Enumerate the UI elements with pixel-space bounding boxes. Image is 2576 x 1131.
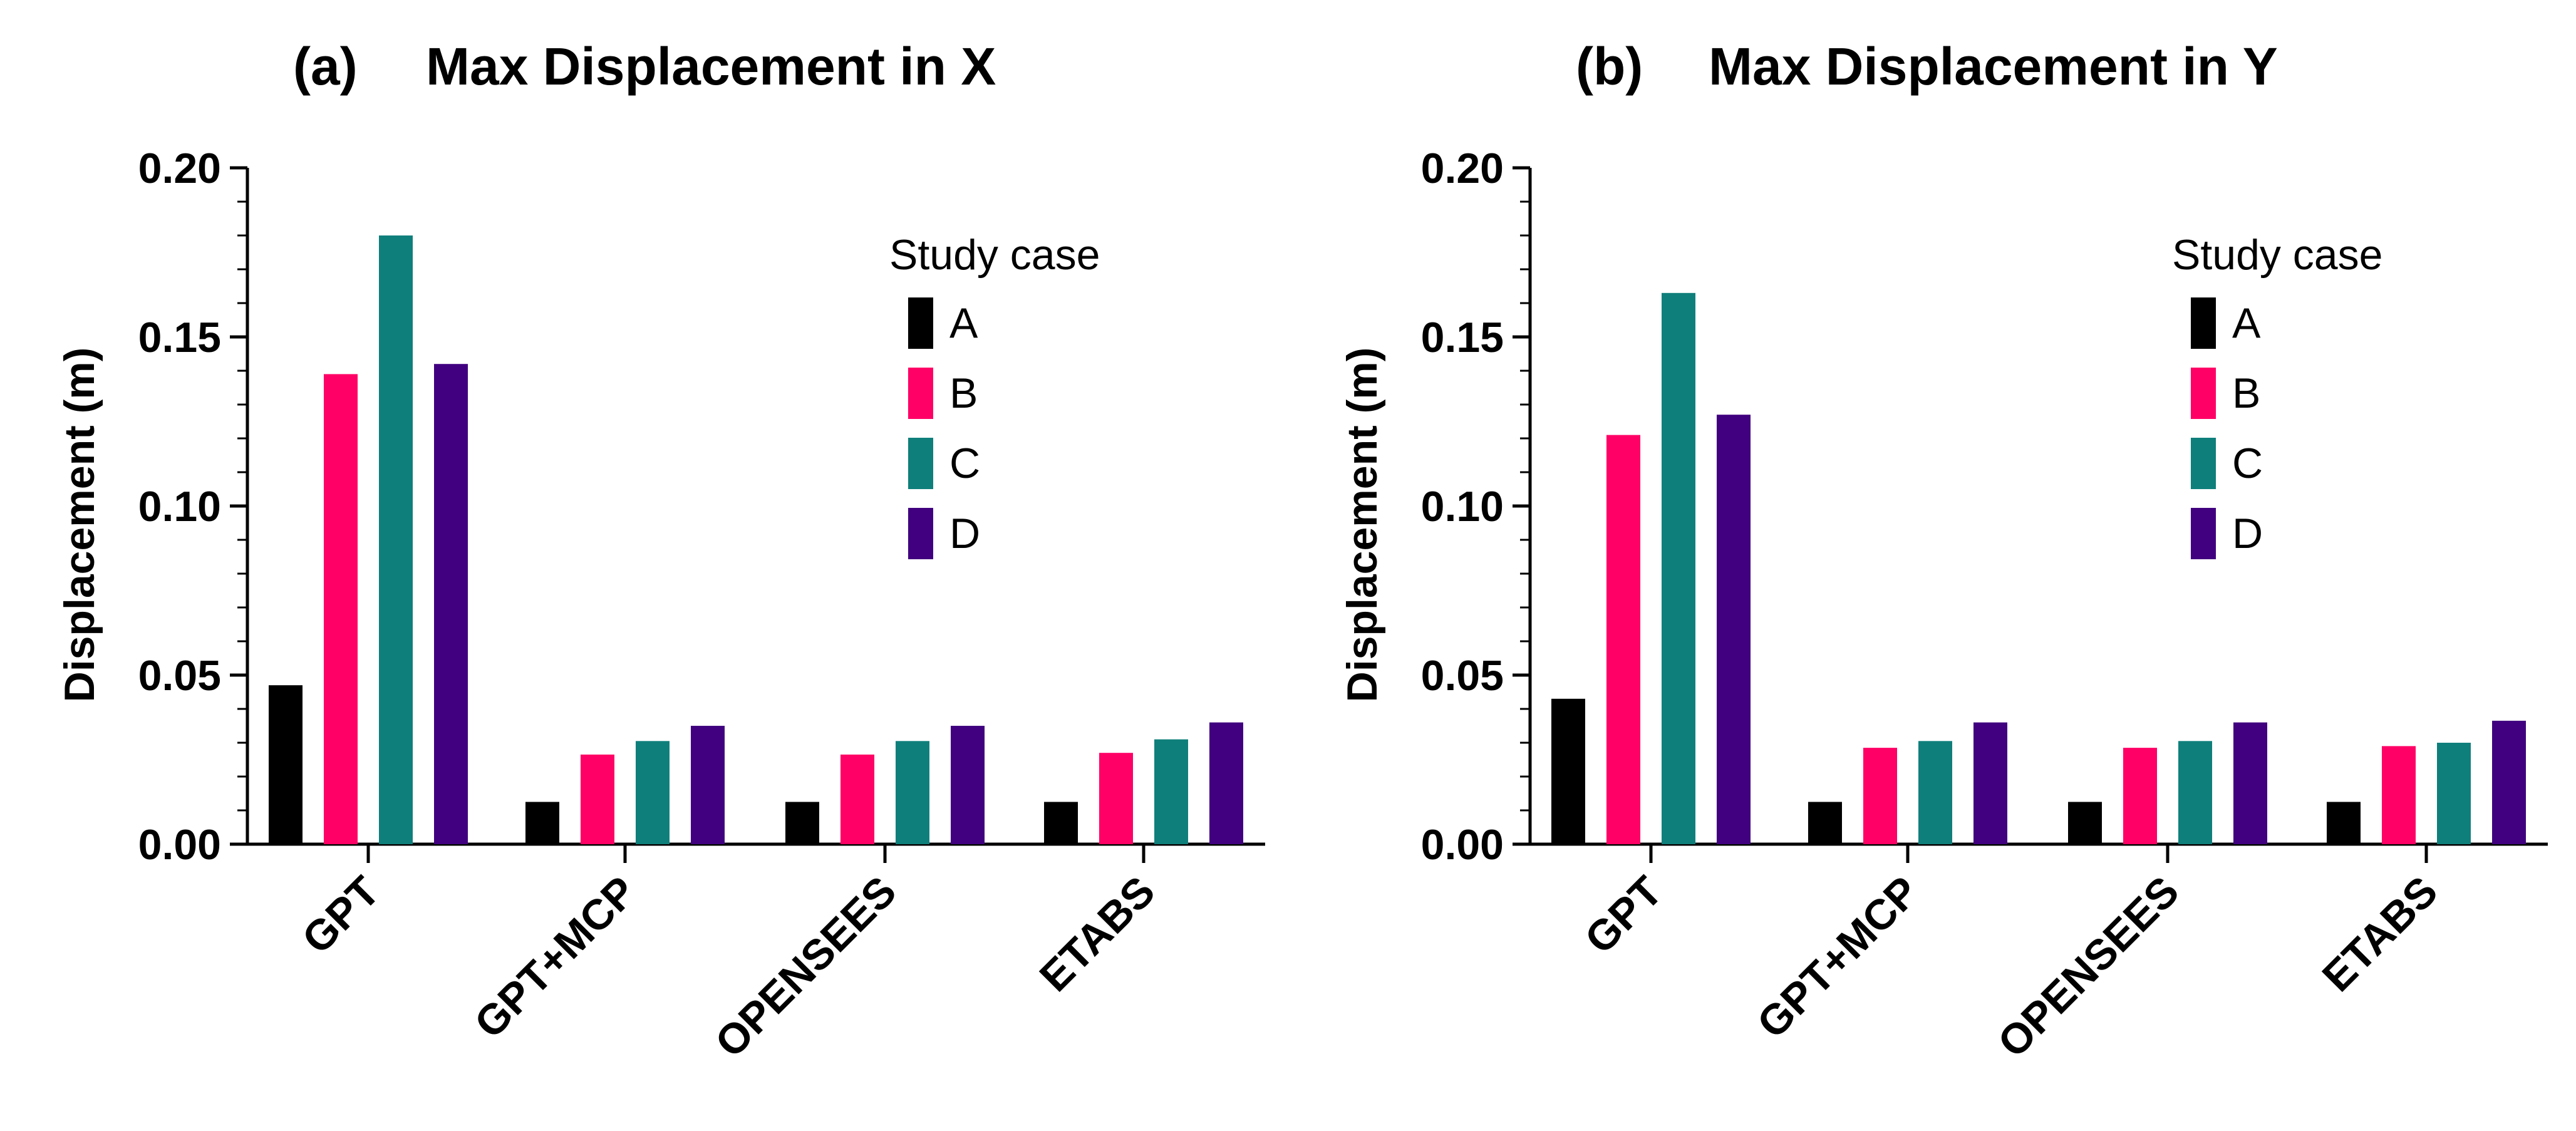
bar-etabs-c: [2437, 743, 2471, 844]
legend-swatch-b: [2191, 368, 2216, 419]
y-tick-label: 0.00: [138, 821, 221, 869]
legend-swatch-d: [2191, 508, 2216, 559]
bar-gpt-d: [1717, 415, 1751, 844]
legend-label-b: B: [2232, 369, 2260, 417]
legend-swatch-c: [2191, 438, 2216, 489]
bar-gpt-b: [1606, 435, 1640, 844]
legend-label-b: B: [949, 369, 978, 417]
bar-gpt-mcp-d: [1973, 722, 2007, 844]
bar-gpt-mcp-a: [1808, 802, 1842, 844]
legend-title: Study case: [889, 231, 1100, 279]
bar-gpt-mcp-b: [581, 754, 614, 844]
y-axis-label: Displacement (m): [1338, 348, 1386, 703]
x-tick-label: ETABS: [1030, 867, 1164, 1001]
panel-b-chart: (b) Max Displacement in Y 0.00 0.05 0.10 0.15…: [1338, 37, 2548, 1066]
x-tick-label: OPENSEES: [706, 867, 905, 1066]
bar-gpt-c: [1662, 292, 1695, 844]
legend-label-c: C: [949, 440, 980, 487]
x-tick-label: ETABS: [2313, 867, 2446, 1001]
legend-title: Study case: [2172, 231, 2382, 279]
x-tick-label: OPENSEES: [1989, 867, 2188, 1066]
legend-label-a: A: [949, 299, 978, 347]
y-tick-label: 0.15: [138, 314, 221, 361]
legend-label-c: C: [2232, 440, 2263, 487]
y-tick-label: 0.10: [1421, 483, 1504, 530]
bar-opensees-b: [841, 754, 874, 844]
legend-swatch-b: [908, 368, 933, 419]
panel-label: (b): [1576, 37, 1643, 96]
bar-opensees-d: [2233, 722, 2267, 844]
bar-opensees-a: [2068, 802, 2102, 844]
bar-etabs-b: [1099, 753, 1133, 844]
legend-label-a: A: [2232, 299, 2261, 347]
panel-a-chart: (a) Max Displacement in X 0.00 0.05 0.10 0.15…: [56, 37, 1265, 1066]
y-tick-label: 0.20: [1421, 145, 1504, 192]
bar-etabs-b: [2382, 746, 2416, 844]
bar-gpt-d: [434, 364, 468, 844]
x-tick-label: GPT+MCP: [465, 867, 646, 1048]
bar-etabs-d: [1209, 722, 1243, 844]
y-axis-label: Displacement (m): [56, 348, 103, 703]
y-tick-label: 0.15: [1421, 314, 1504, 361]
bar-gpt-mcp-a: [525, 802, 559, 844]
bar-gpt-mcp-c: [1918, 741, 1952, 844]
bar-etabs-c: [1154, 739, 1188, 844]
bar-opensees-c: [2178, 741, 2212, 844]
legend-swatch-a: [908, 297, 933, 349]
chart-title: Max Displacement in Y: [1709, 37, 2278, 96]
legend-label-d: D: [949, 510, 980, 557]
x-tick-label: GPT: [293, 867, 389, 963]
chart-title: Max Displacement in X: [426, 37, 996, 96]
bar-opensees-c: [896, 741, 929, 844]
x-tick-label: GPT: [1576, 867, 1672, 963]
legend-label-d: D: [2232, 510, 2263, 557]
legend-swatch-c: [908, 438, 933, 489]
y-tick-label: 0.10: [138, 483, 221, 530]
bar-opensees-a: [785, 802, 819, 844]
y-tick-label: 0.00: [1421, 821, 1504, 869]
y-tick-label: 0.20: [138, 145, 221, 192]
bar-gpt-mcp-d: [691, 726, 725, 844]
bar-gpt-c: [379, 235, 413, 844]
bar-etabs-a: [1044, 802, 1078, 844]
bar-opensees-b: [2123, 748, 2157, 844]
bar-gpt-a: [269, 685, 303, 844]
bar-etabs-d: [2492, 720, 2526, 844]
legend-swatch-d: [908, 508, 933, 559]
bar-gpt-mcp-b: [1863, 748, 1897, 844]
y-tick-label: 0.05: [138, 652, 221, 700]
bar-opensees-d: [951, 726, 985, 844]
bar-gpt-a: [1551, 698, 1585, 844]
y-tick-label: 0.05: [1421, 652, 1504, 700]
x-tick-label: GPT+MCP: [1748, 867, 1928, 1048]
panel-label: (a): [293, 37, 358, 96]
legend-swatch-a: [2191, 297, 2216, 349]
bar-gpt-mcp-c: [636, 741, 670, 844]
bar-gpt-b: [324, 374, 358, 844]
bar-etabs-a: [2327, 802, 2361, 844]
